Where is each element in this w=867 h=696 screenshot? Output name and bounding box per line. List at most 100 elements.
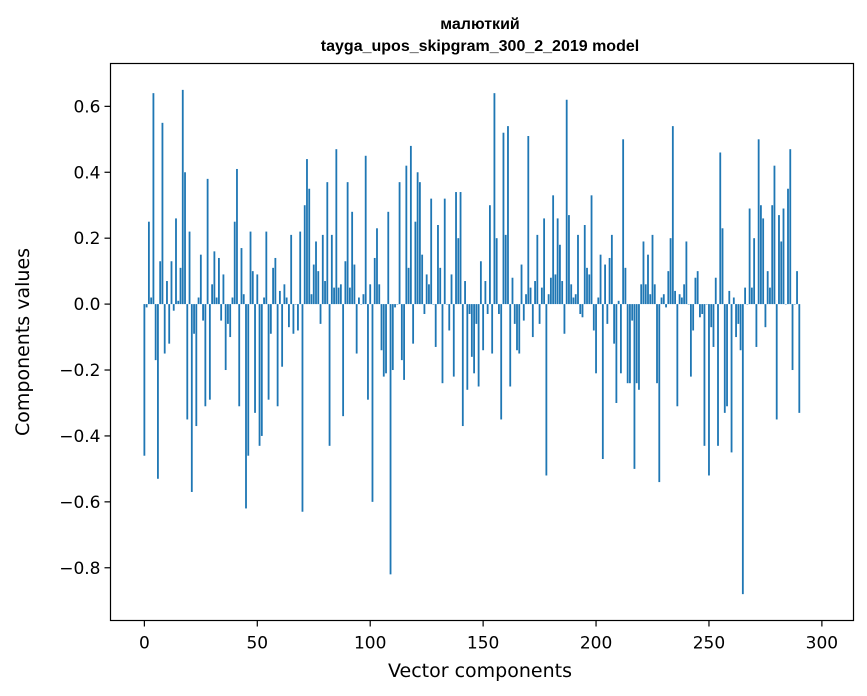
bar-109 bbox=[389, 304, 392, 575]
bar-29 bbox=[208, 304, 211, 400]
bar-100 bbox=[369, 284, 372, 305]
bar-33 bbox=[218, 257, 220, 305]
bar-115 bbox=[403, 304, 405, 380]
bar-13 bbox=[172, 304, 175, 311]
bar-114 bbox=[400, 304, 403, 361]
bar-214 bbox=[626, 304, 629, 384]
bar-199 bbox=[592, 304, 595, 331]
bar-49 bbox=[254, 304, 256, 413]
bar-88 bbox=[342, 304, 345, 417]
bar-28 bbox=[206, 178, 209, 305]
bar-126 bbox=[428, 284, 430, 305]
bar-219 bbox=[638, 304, 640, 390]
bar-68 bbox=[297, 304, 299, 331]
bar-10 bbox=[166, 281, 168, 305]
bar-187 bbox=[565, 99, 568, 305]
bar-117 bbox=[407, 267, 410, 305]
bar-104 bbox=[378, 284, 381, 305]
bar-192 bbox=[577, 234, 579, 305]
bar-145 bbox=[470, 304, 473, 357]
bar-178 bbox=[545, 304, 548, 476]
bar-159 bbox=[502, 132, 505, 305]
bar-138 bbox=[455, 192, 457, 305]
bar-236 bbox=[676, 304, 679, 407]
bar-24 bbox=[197, 297, 200, 305]
bar-222 bbox=[644, 284, 647, 305]
x-tick-label: 300 bbox=[806, 634, 838, 654]
bar-153 bbox=[489, 205, 491, 305]
bar-60 bbox=[278, 290, 281, 305]
bar-189 bbox=[570, 284, 573, 305]
bar-272 bbox=[757, 139, 760, 305]
bar-139 bbox=[457, 238, 460, 305]
bar-148 bbox=[477, 304, 480, 387]
bar-286 bbox=[789, 149, 792, 305]
bar-181 bbox=[552, 195, 555, 305]
bar-26 bbox=[202, 304, 204, 321]
bar-155 bbox=[493, 93, 496, 305]
bar-70 bbox=[301, 304, 304, 512]
bar-263 bbox=[737, 304, 740, 324]
bar-186 bbox=[563, 304, 566, 334]
bar-238 bbox=[680, 297, 683, 305]
bar-4 bbox=[152, 93, 155, 305]
bar-160 bbox=[504, 234, 507, 305]
bar-205 bbox=[606, 304, 609, 324]
bar-174 bbox=[536, 234, 539, 305]
bar-119 bbox=[412, 304, 415, 344]
y-tick-label: −0.6 bbox=[59, 493, 100, 513]
bar-266 bbox=[744, 287, 747, 305]
bar-175 bbox=[538, 304, 541, 324]
bar-94 bbox=[355, 304, 358, 354]
bar-76 bbox=[315, 241, 317, 305]
bar-21 bbox=[190, 304, 193, 492]
bar-3 bbox=[150, 297, 153, 305]
bar-197 bbox=[588, 274, 591, 305]
y-tick-label: 0.6 bbox=[73, 97, 100, 117]
bar-287 bbox=[791, 304, 794, 371]
bar-48 bbox=[251, 271, 254, 305]
bar-256 bbox=[721, 228, 724, 305]
bar-270 bbox=[753, 238, 756, 305]
bar-176 bbox=[540, 287, 543, 305]
bar-8 bbox=[161, 122, 164, 305]
bar-268 bbox=[748, 208, 751, 305]
bar-276 bbox=[766, 271, 769, 305]
bar-144 bbox=[468, 304, 471, 314]
bar-285 bbox=[787, 188, 789, 305]
bar-179 bbox=[547, 294, 550, 305]
bar-280 bbox=[775, 304, 778, 420]
bar-196 bbox=[586, 267, 588, 305]
bar-235 bbox=[674, 290, 676, 305]
bar-65 bbox=[290, 234, 293, 305]
bar-45 bbox=[245, 304, 247, 509]
bar-120 bbox=[414, 221, 417, 305]
bar-206 bbox=[608, 257, 611, 305]
bar-168 bbox=[522, 304, 525, 321]
bar-264 bbox=[739, 304, 742, 351]
bar-275 bbox=[764, 304, 767, 328]
bar-193 bbox=[579, 304, 582, 314]
x-tick-label: 200 bbox=[580, 634, 612, 654]
bar-137 bbox=[452, 304, 455, 377]
bar-92 bbox=[351, 211, 354, 305]
bar-113 bbox=[398, 182, 401, 305]
bar-6 bbox=[157, 304, 159, 479]
bar-93 bbox=[353, 264, 356, 305]
bar-19 bbox=[186, 304, 189, 420]
bar-228 bbox=[658, 304, 661, 483]
bar-11 bbox=[168, 304, 171, 344]
bar-271 bbox=[755, 304, 758, 347]
bar-282 bbox=[780, 241, 783, 305]
bar-184 bbox=[559, 244, 561, 305]
bar-233 bbox=[669, 238, 672, 305]
bar-167 bbox=[520, 264, 523, 305]
plot-frame bbox=[109, 62, 855, 622]
bar-55 bbox=[267, 304, 270, 400]
bar-131 bbox=[439, 267, 442, 305]
bar-169 bbox=[525, 294, 527, 305]
bar-278 bbox=[771, 205, 774, 305]
bar-141 bbox=[461, 304, 464, 427]
bar-31 bbox=[213, 251, 216, 305]
bar-16 bbox=[179, 267, 182, 305]
